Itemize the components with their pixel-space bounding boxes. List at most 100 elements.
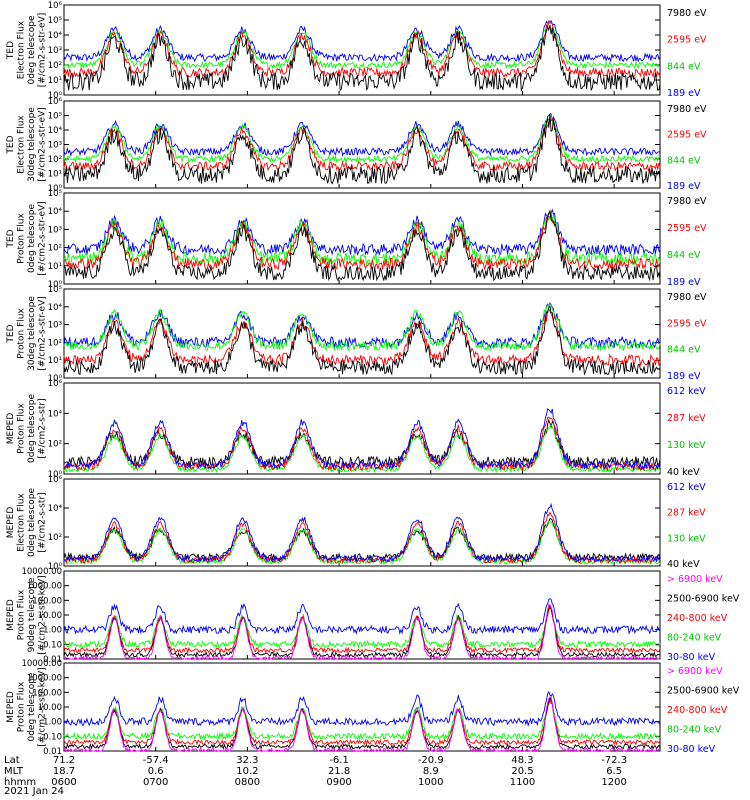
legend-entry: 189 eV	[667, 181, 701, 192]
y-axis-label: TED Electron Flux 30deg telescope [#/cm2-s-…	[6, 107, 48, 182]
y-axis-label-line: TED	[6, 229, 16, 248]
y-tick-label: 1.00	[43, 626, 62, 636]
series-line	[63, 305, 661, 376]
series-line	[63, 113, 661, 158]
mlt-tick-label: 8.9	[423, 766, 439, 777]
y-axis-label-line: [#/cm2-s-str-keV]	[38, 575, 48, 654]
y-tick-label: 10⁴	[48, 504, 63, 514]
lat-tick-label: -6.1	[329, 755, 349, 766]
series-line	[63, 700, 661, 741]
orbit-row-label: MLT	[4, 766, 24, 777]
legend-entry: 844 eV	[667, 345, 701, 356]
panel-frame	[63, 192, 661, 285]
legend-entry: 844 eV	[667, 155, 701, 166]
y-tick-label: 0.01	[43, 655, 62, 665]
y-tick-label: 10⁵	[48, 189, 62, 199]
series-line	[63, 308, 661, 367]
mlt-tick-label: 20.5	[511, 766, 533, 777]
y-tick-label: 10²	[48, 61, 62, 71]
y-axis-label-line: 30deg telescope	[27, 107, 37, 182]
y-tick-label: 10³	[48, 141, 62, 151]
y-axis-label-line: Electron Flux	[17, 20, 27, 79]
series-line	[63, 520, 661, 565]
y-axis-label-line: 0deg telescope	[27, 488, 37, 558]
y-tick-label: 10⁴	[48, 207, 63, 217]
y-axis-label: MEPED Proton Flux 0deg telescope [#/cm2-s-s…	[6, 667, 48, 746]
legend-entry: 7980 eV	[667, 8, 707, 19]
series-line	[63, 424, 661, 474]
legend-entry: 2500-6900 keV	[667, 594, 740, 605]
y-axis-label-line: 0deg telescope	[27, 394, 37, 464]
y-axis-label-line: [#/cm2-s-str-eV]	[38, 296, 48, 371]
y-tick-label: 10⁰	[48, 562, 63, 572]
legend-entry: 2595 eV	[667, 318, 707, 329]
hhmm-tick-label: 0900	[326, 777, 351, 788]
y-axis-label-line: Proton Flux	[17, 681, 27, 732]
date-label: 2021 Jan 24	[4, 786, 64, 797]
legend-entry: 80-240 keV	[667, 725, 722, 736]
y-tick-label: 10⁶	[48, 475, 63, 485]
y-tick-label: 10²	[48, 338, 62, 348]
y-axis-label-line: 30deg telescope	[27, 296, 37, 371]
y-tick-label: 1000.00	[27, 674, 62, 684]
series-line	[63, 115, 661, 164]
legend-entry: 2595 eV	[667, 35, 707, 46]
legend-entry: 189 eV	[667, 88, 701, 99]
y-axis-label-line: MEPED	[6, 507, 16, 539]
series-line	[63, 303, 661, 352]
y-axis-label-line: TED	[6, 41, 16, 60]
lat-tick-label: 71.2	[53, 755, 75, 766]
series-line	[63, 690, 661, 727]
y-tick-label: 10⁰	[48, 184, 63, 194]
y-tick-label: 10²	[48, 244, 62, 254]
y-tick-label: 10⁶	[48, 379, 63, 389]
y-tick-label: 10⁴	[48, 126, 63, 136]
legend-entry: 40 keV	[667, 559, 700, 570]
series-line	[63, 598, 661, 635]
hhmm-tick-label: 0800	[235, 777, 260, 788]
panel-frame	[63, 382, 661, 475]
lat-tick-label: -57.4	[143, 755, 169, 766]
mlt-tick-label: 21.8	[328, 766, 350, 777]
legend-entry: 130 keV	[667, 440, 706, 451]
y-tick-label: 10¹	[48, 356, 62, 366]
y-tick-label: 10¹	[48, 170, 62, 180]
legend-entry: 240-800 keV	[667, 705, 728, 716]
y-tick-label: 10²	[48, 155, 62, 165]
y-tick-label: 10⁰	[48, 280, 63, 290]
legend-entry: 612 keV	[667, 386, 706, 397]
legend-entry: 2595 eV	[667, 130, 707, 141]
y-axis-label-line: TED	[6, 135, 16, 154]
y-axis-label: TED Proton Flux 30deg telescope [#/cm2-s-st…	[6, 296, 48, 371]
y-axis-label-line: 0deg telescope	[27, 672, 37, 742]
series-line	[63, 21, 660, 70]
y-tick-label: 10⁶	[48, 97, 63, 107]
y-axis-label-line: [#/cm2-s-str-keV]	[38, 667, 48, 746]
y-axis-label-line: MEPED	[6, 691, 16, 723]
series-line	[63, 418, 661, 469]
mlt-tick-label: 10.2	[236, 766, 258, 777]
y-axis-label-line: Proton Flux	[17, 213, 27, 264]
legend-entry: 7980 eV	[667, 104, 707, 115]
series-line	[63, 302, 661, 349]
y-tick-label: 10.00	[38, 611, 62, 621]
y-axis-label-line: Proton Flux	[17, 403, 27, 454]
y-axis-label: MEPED Proton Flux 90deg telescope [#/cm2-s-…	[6, 575, 48, 654]
legend-entry: 2500-6900 keV	[667, 686, 740, 697]
y-axis-label: TED Electron Flux 0deg telescope [#/cm2-s-s…	[6, 13, 48, 88]
series-line	[63, 696, 661, 753]
legend-entry: > 6900 keV	[667, 574, 723, 585]
legend-entry: 130 keV	[667, 533, 706, 544]
y-tick-label: 10⁵	[48, 285, 62, 295]
orbit-row-label: hhmm	[4, 777, 36, 788]
y-axis-label: TED Proton Flux 0deg telescope [#/cm2-s-str…	[6, 201, 48, 276]
legend-entry: 80-240 keV	[667, 633, 722, 644]
lat-tick-label: -20.9	[418, 755, 444, 766]
y-tick-label: 10¹	[48, 262, 62, 272]
y-tick-label: 10⁵	[48, 112, 62, 122]
y-tick-label: 10000.00	[21, 567, 62, 577]
orbit-axis: LatMLThhmm71.218.70600-57.40.6070032.310…	[4, 755, 627, 788]
